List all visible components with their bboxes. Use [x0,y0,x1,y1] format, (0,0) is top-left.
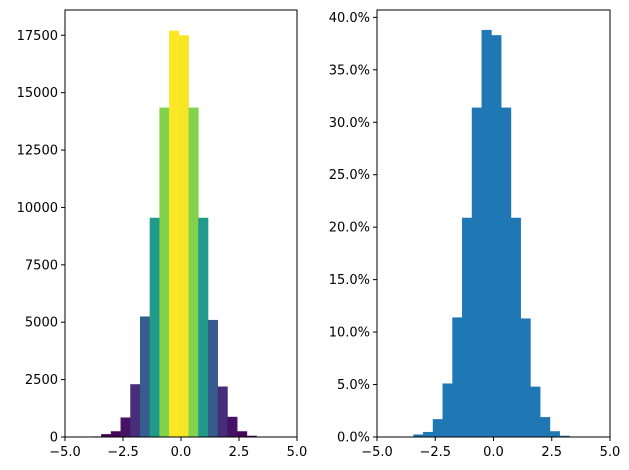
histogram-bar [530,386,541,437]
right-histogram-panel: −5.0 −2.5 0.0 2.5 5.0 0.0% 5.0% 10.0% 15.0% 20.0… [329,9,621,460]
histogram-bar [217,386,228,437]
left-histogram-panel: −5.0 −2.5 0.0 2.5 5.0 0 2500 5000 7500 10000 1250… [17,9,308,460]
y-tick-label: 40.0% [329,11,370,26]
histogram-bar [501,107,512,437]
y-tick-label: 2500 [25,373,58,388]
histogram-bar [510,217,521,437]
y-tick-label: 25.0% [329,168,370,183]
histogram-bar [130,384,141,437]
histogram-bar [188,107,199,437]
histogram-bar [149,217,160,437]
histogram-bar [139,316,151,437]
x-tick-label: −5.0 [361,445,393,460]
histogram-bar [432,419,443,437]
x-tick-label: 5.0 [600,445,621,460]
y-tick-label: 7500 [25,258,58,273]
y-tick-label: 10.0% [329,326,370,341]
histogram-bar [246,435,257,437]
histogram-bar [442,383,453,437]
histogram-bar [452,317,463,437]
histogram-bar [471,107,482,437]
x-tick-label: 2.5 [229,445,250,460]
y-tick-label: 5.0% [337,378,370,393]
x-tick-label: 2.5 [541,445,562,460]
y-tick-label: 12500 [17,144,58,159]
x-tick-label: −5.0 [49,445,81,460]
x-tick-label: 5.0 [287,445,308,460]
y-tick-label: 30.0% [329,116,370,131]
histogram-bar [540,417,551,437]
histogram-bar [110,431,121,437]
histogram-bar [491,35,502,438]
y-tick-label: 0 [50,431,58,446]
y-tick-label: 10000 [17,201,58,216]
y-tick-label: 5000 [25,316,58,331]
histogram-bar [227,416,238,437]
y-tick-label: 17500 [17,29,58,44]
y-tick-label: 20.0% [329,221,370,236]
histogram-bar [169,30,180,437]
x-tick-label: −2.5 [107,445,139,460]
histogram-bar [481,29,492,438]
histogram-bar [413,434,424,437]
y-tick-label: 0.0% [337,431,370,446]
histogram-bar [559,435,570,437]
histogram-bar [520,318,531,437]
x-tick-label: 0.0 [483,445,504,460]
histogram-bar [159,107,170,437]
histogram-bar [198,217,209,437]
y-tick-label: 15000 [17,86,58,101]
histogram-bar [237,431,248,437]
histogram-bar [462,217,473,437]
histogram-bar [178,35,189,437]
histogram-bar [207,319,219,437]
y-tick-label: 35.0% [329,63,370,78]
histogram-bar [423,431,434,437]
y-tick-label: 15.0% [329,273,370,288]
x-tick-label: 0.0 [171,445,192,460]
histogram-bar [549,431,560,437]
histogram-bar [101,434,112,437]
x-tick-label: −2.5 [419,445,451,460]
histogram-bar [120,417,131,437]
